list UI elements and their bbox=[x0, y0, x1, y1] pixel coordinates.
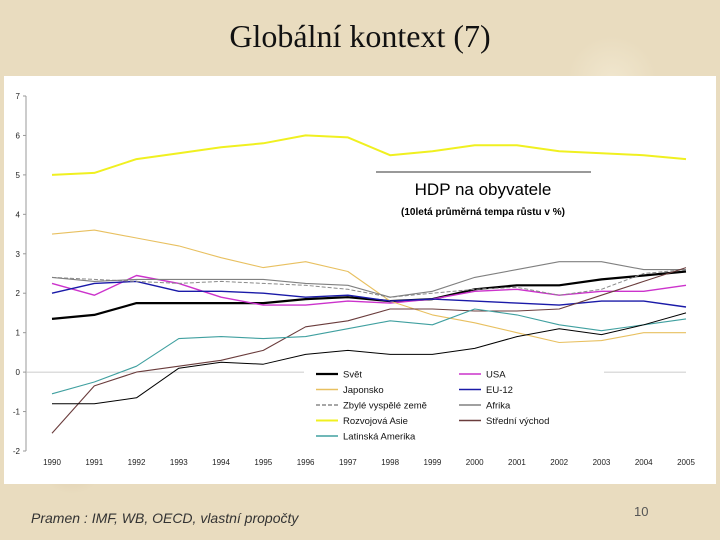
series-lines bbox=[51, 134, 687, 434]
x-tick-label: 1990 bbox=[43, 458, 61, 467]
x-tick-label: 2005 bbox=[677, 458, 695, 467]
series-line-st-edn-v-chod bbox=[51, 267, 687, 434]
legend-label: Rozvojová Asie bbox=[343, 416, 408, 427]
legend-label: Latinská Amerika bbox=[343, 432, 416, 443]
legend: Svět USA Japonsko EU-12 Zbylé vyspělé země Af… bbox=[304, 366, 604, 446]
y-tick-label: 2 bbox=[16, 289, 21, 298]
x-tick-label: 1998 bbox=[381, 458, 399, 467]
series-line-zbyl-vysp-l-zem- bbox=[51, 269, 687, 298]
source-note: Pramen : IMF, WB, OECD, vlastní propočty bbox=[31, 510, 299, 526]
series-line-unlabeled bbox=[52, 312, 687, 405]
series-line-japonsko bbox=[51, 229, 686, 344]
legend-label: Svět bbox=[343, 370, 362, 381]
legend-label: Japonsko bbox=[343, 385, 384, 396]
legend-background bbox=[304, 366, 604, 446]
x-tick-label: 2002 bbox=[550, 458, 568, 467]
x-tick-label: 2001 bbox=[508, 458, 526, 467]
y-tick-label: 7 bbox=[16, 92, 21, 101]
x-tick-label: 1992 bbox=[128, 458, 146, 467]
x-tick-label: 1994 bbox=[212, 458, 230, 467]
x-tick-label: 1995 bbox=[254, 458, 272, 467]
series-line-eu-12 bbox=[51, 280, 687, 308]
y-tick-label: 3 bbox=[16, 250, 21, 259]
y-tick-label: 4 bbox=[16, 210, 21, 219]
x-tick-label: 2004 bbox=[635, 458, 653, 467]
series-line-sv-t bbox=[51, 270, 687, 320]
slide-title: Globální kontext (7) bbox=[229, 18, 491, 54]
chart-title: HDP na obyvatele bbox=[415, 180, 552, 199]
legend-label: EU-12 bbox=[486, 385, 513, 396]
x-tick-label: 1999 bbox=[424, 458, 442, 467]
y-tick-label: 1 bbox=[16, 329, 21, 338]
legend-label: USA bbox=[486, 370, 506, 381]
series-line-latinsk-amerika bbox=[51, 308, 687, 395]
legend-label: Zbylé vyspělé země bbox=[343, 401, 427, 412]
x-tick-label: 2000 bbox=[466, 458, 484, 467]
page-number: 10 bbox=[634, 504, 649, 519]
series-line-afrika bbox=[51, 261, 686, 298]
chart-title-box: HDP na obyvatele (10letá průměrná tempa … bbox=[376, 171, 591, 218]
legend-label: Afrika bbox=[486, 401, 511, 412]
y-tick-label: 6 bbox=[16, 131, 21, 140]
line-chart: -2 -1 0 1 2 3 4 5 6 7 1990 1991 1992 1993 1994 1995 1996… bbox=[13, 92, 696, 467]
y-tick-label: -2 bbox=[13, 447, 21, 456]
y-tick-label: 5 bbox=[16, 171, 21, 180]
chart-panel: -2 -1 0 1 2 3 4 5 6 7 1990 1991 1992 1993 1994 1995 1996… bbox=[4, 76, 716, 484]
x-tick-label: 1997 bbox=[339, 458, 357, 467]
x-tick-label: 1996 bbox=[297, 458, 315, 467]
x-tick-label: 1991 bbox=[85, 458, 103, 467]
y-tick-label: 0 bbox=[16, 368, 21, 377]
series-line-rozvojov-asie bbox=[51, 134, 687, 176]
y-tick-label: -1 bbox=[13, 408, 21, 417]
legend-label: Střední východ bbox=[486, 416, 549, 427]
chart-subtitle: (10letá průměrná tempa růstu v %) bbox=[401, 206, 565, 218]
x-tick-label: 1993 bbox=[170, 458, 188, 467]
x-tick-label: 2003 bbox=[593, 458, 611, 467]
